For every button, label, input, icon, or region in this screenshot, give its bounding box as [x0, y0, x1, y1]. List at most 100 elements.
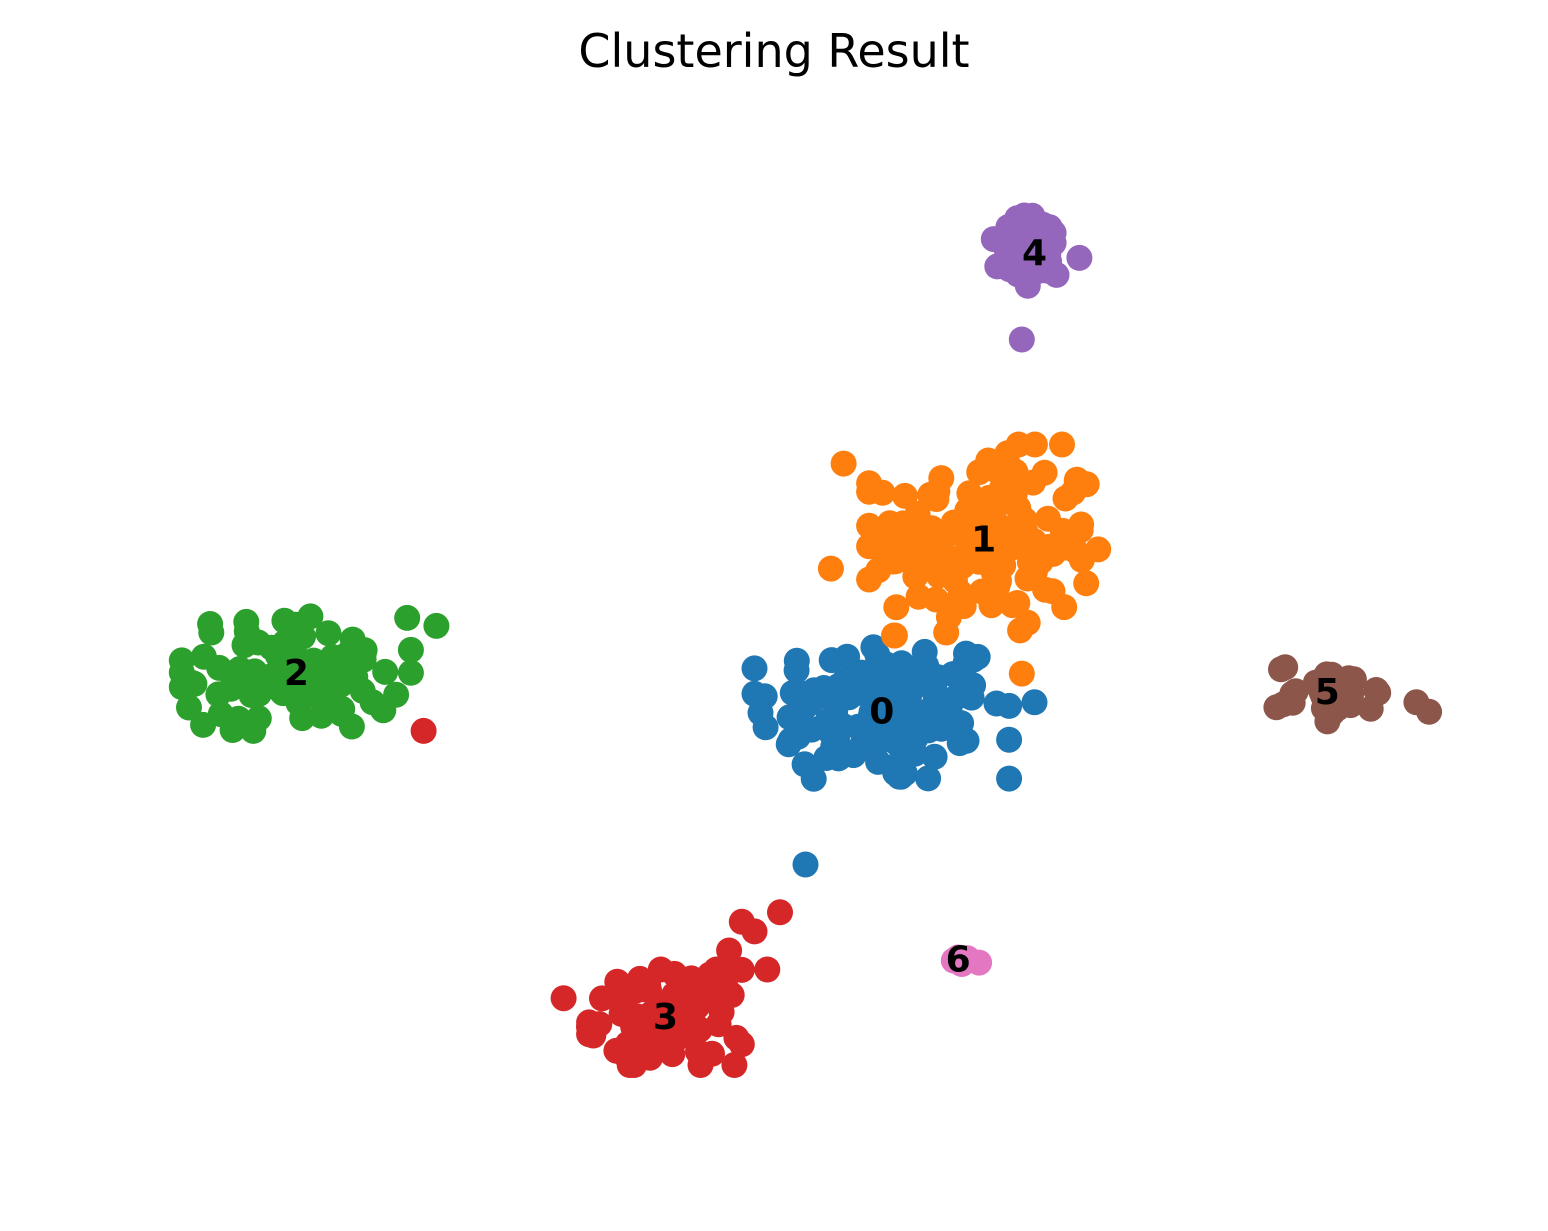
- cluster-1-point: [1001, 480, 1028, 507]
- cluster-3-point: [721, 1052, 748, 1078]
- cluster-4-point: [1014, 272, 1041, 299]
- cluster-1-point: [975, 447, 1002, 474]
- cluster-4-points: [980, 202, 1093, 353]
- cluster-1-point: [1060, 479, 1086, 506]
- cluster-0-point: [865, 729, 892, 756]
- cluster-3-point: [410, 717, 437, 744]
- cluster-5-points: [1263, 654, 1443, 735]
- cluster-0-point: [915, 765, 942, 792]
- cluster-2-point: [383, 681, 410, 708]
- cluster-0-point: [865, 674, 892, 701]
- cluster-2-point: [233, 669, 260, 695]
- cluster-2-point: [397, 636, 424, 663]
- cluster-0-point: [915, 717, 942, 744]
- cluster-label-0: 0: [869, 691, 894, 732]
- cluster-1-point: [1035, 505, 1061, 532]
- cluster-1-point: [1049, 431, 1075, 458]
- cluster-0-point: [783, 647, 810, 674]
- cluster-0-point: [818, 720, 845, 747]
- cluster-3-point: [661, 960, 688, 987]
- cluster-3-point: [550, 985, 577, 1012]
- cluster-1-point: [817, 555, 844, 582]
- cluster-2-point: [286, 654, 313, 681]
- cluster-2-point: [423, 612, 450, 639]
- cluster-3-point: [691, 979, 717, 1006]
- cluster-1-point: [856, 470, 883, 497]
- cluster-4-point: [1040, 229, 1067, 256]
- cluster-0-point: [916, 698, 942, 725]
- cluster-6-points: [940, 944, 993, 977]
- cluster-label-6: 6: [946, 940, 971, 981]
- cluster-1-point: [1008, 503, 1035, 530]
- cluster-3-point: [728, 908, 755, 935]
- cluster-2-point: [372, 658, 399, 685]
- cluster-5-point: [1416, 698, 1443, 725]
- cluster-0-point: [1021, 689, 1048, 716]
- cluster-0-point: [921, 743, 948, 770]
- cluster-3-point: [728, 1031, 755, 1058]
- cluster-1-point: [1085, 536, 1112, 563]
- cluster-0-point: [948, 710, 975, 737]
- cluster-1-points: [817, 431, 1112, 687]
- cluster-1-point: [830, 450, 857, 477]
- cluster-4-point: [984, 253, 1011, 280]
- cluster-2-point: [267, 674, 294, 701]
- cluster-0-point: [800, 765, 827, 792]
- cluster-1-point: [1032, 576, 1059, 603]
- chart-title: Clustering Result: [578, 24, 970, 78]
- cluster-3-point: [608, 1000, 635, 1027]
- cluster-1-point: [856, 512, 883, 539]
- cluster-label-5: 5: [1315, 672, 1340, 713]
- cluster-3-point: [716, 937, 743, 964]
- cluster-2-point: [285, 690, 312, 717]
- cluster-1-point: [902, 524, 929, 551]
- cluster-1-point: [970, 503, 997, 529]
- cluster-5-point: [1268, 656, 1294, 683]
- cluster-0-point: [867, 697, 894, 724]
- cluster-1-point: [856, 533, 883, 560]
- cluster-label-4: 4: [1022, 233, 1047, 274]
- cluster-2-point: [290, 623, 316, 650]
- cluster-3-point: [703, 956, 730, 983]
- cluster-0-point: [836, 669, 862, 696]
- cluster-4-point: [1003, 232, 1030, 259]
- cluster-2-point: [338, 713, 365, 740]
- cluster-3-point: [635, 1008, 662, 1035]
- cluster-2-point: [240, 717, 267, 744]
- cluster-0-point: [901, 657, 928, 684]
- cluster-label-3: 3: [653, 997, 678, 1038]
- cluster-1-point: [1031, 459, 1058, 486]
- cluster-1-point: [1018, 536, 1045, 563]
- cluster-1-point: [927, 550, 954, 577]
- cluster-0-point: [889, 744, 915, 771]
- cluster-2-point: [233, 608, 260, 635]
- cluster-1-point: [1073, 570, 1100, 597]
- cluster-2-point: [319, 644, 346, 670]
- cluster-3-point: [767, 899, 793, 926]
- cluster-2-point: [190, 643, 217, 670]
- cluster-1-point: [883, 594, 910, 621]
- cluster-3-point: [754, 956, 781, 983]
- cluster-3-point: [589, 985, 615, 1012]
- cluster-3-points: [410, 717, 793, 1078]
- cluster-2-point: [359, 689, 386, 716]
- cluster-6-point: [944, 944, 971, 971]
- cluster-0-point: [741, 655, 768, 682]
- points-layer: [168, 202, 1443, 1078]
- cluster-2-point: [258, 634, 285, 661]
- cluster-2-point: [198, 619, 225, 646]
- cluster-1-point: [984, 573, 1011, 600]
- cluster-1-point: [917, 481, 944, 508]
- cluster-0-point: [958, 684, 985, 711]
- cluster-2-point: [168, 674, 195, 700]
- cluster-1-point: [1008, 660, 1035, 687]
- cluster-1-point: [856, 566, 883, 593]
- cluster-3-point: [718, 982, 745, 1008]
- cluster-2-point: [297, 603, 324, 630]
- cluster-0-point: [996, 692, 1023, 719]
- cluster-1-point: [1007, 617, 1034, 644]
- cluster-1-point: [923, 586, 949, 613]
- cluster-0-point: [792, 851, 819, 878]
